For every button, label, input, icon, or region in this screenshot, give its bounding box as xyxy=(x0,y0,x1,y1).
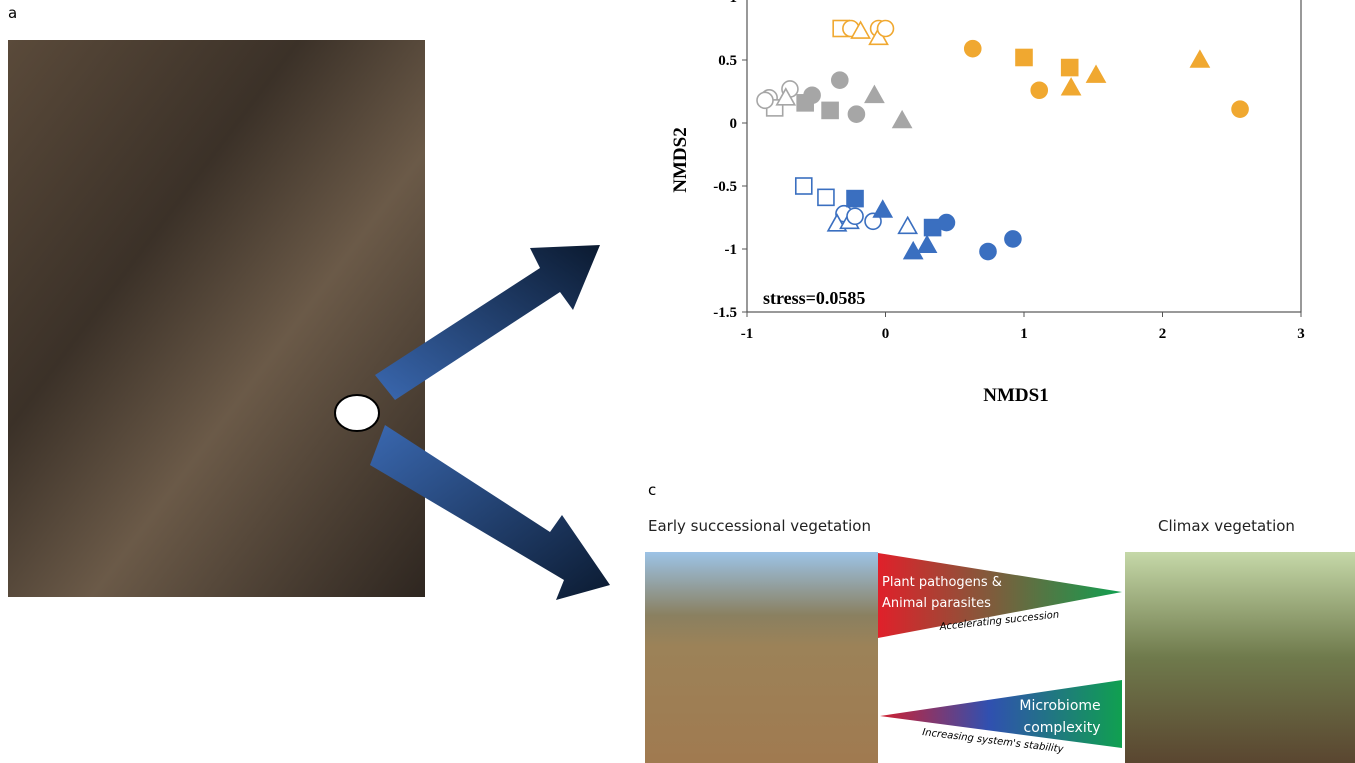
x-tick-label: 3 xyxy=(1297,326,1305,342)
soil-photo xyxy=(8,40,425,597)
point xyxy=(1062,60,1078,76)
panel-label: a xyxy=(8,4,17,22)
panel-title: Early successional vegetation xyxy=(648,517,871,535)
y-tick-label: 1 xyxy=(730,0,738,6)
y-tick-label: -1.5 xyxy=(713,305,737,321)
x-tick-label: -1 xyxy=(741,326,754,342)
y-tick-label: -1 xyxy=(725,242,738,258)
point xyxy=(918,236,936,252)
point xyxy=(847,208,863,224)
point xyxy=(822,102,838,118)
point xyxy=(1016,49,1032,65)
wedge-text: Animal parasites xyxy=(882,596,991,611)
point xyxy=(893,111,911,127)
panel-title: Climax vegetation xyxy=(1158,517,1295,535)
page: a -1.5-1-0.500.51-10123NMDS1NMDS2stress=… xyxy=(0,0,1355,763)
point xyxy=(804,87,820,103)
x-axis-label: NMDS1 xyxy=(983,385,1048,406)
point xyxy=(832,72,848,88)
point xyxy=(1005,231,1021,247)
point xyxy=(878,21,894,37)
point xyxy=(965,41,981,57)
point xyxy=(980,244,996,260)
point xyxy=(847,191,863,207)
wedge-text: Microbiome xyxy=(1019,698,1100,714)
y-tick-label: 0.5 xyxy=(718,53,737,69)
point xyxy=(1087,66,1105,82)
annotation: stress=0.0585 xyxy=(763,288,865,308)
wedge-text: complexity xyxy=(1024,720,1101,736)
x-tick-label: 2 xyxy=(1159,326,1167,342)
forest-photo xyxy=(1125,552,1355,763)
plot-frame xyxy=(747,0,1301,312)
point xyxy=(1232,101,1248,117)
point xyxy=(796,178,812,194)
sample-point xyxy=(335,395,379,431)
point xyxy=(1062,79,1080,95)
point xyxy=(1191,51,1209,67)
figure: a -1.5-1-0.500.51-10123NMDS1NMDS2stress=… xyxy=(0,0,1355,763)
point xyxy=(818,189,834,205)
x-tick-label: 1 xyxy=(1020,326,1028,342)
point xyxy=(1031,82,1047,98)
y-tick-label: 0 xyxy=(730,116,738,132)
x-tick-label: 0 xyxy=(882,326,890,342)
field-photo xyxy=(645,552,878,763)
point xyxy=(938,215,954,231)
point xyxy=(899,217,917,233)
nmds-chart: -1.5-1-0.500.51-10123NMDS1NMDS2stress=0.… xyxy=(670,0,1305,406)
point xyxy=(865,86,883,102)
wedge-text: Plant pathogens & xyxy=(882,575,1002,590)
point xyxy=(848,106,864,122)
y-axis-label: NMDS2 xyxy=(670,127,691,192)
panel-label: c xyxy=(648,481,656,499)
y-tick-label: -0.5 xyxy=(713,179,737,195)
point xyxy=(874,201,892,217)
point xyxy=(757,92,773,108)
